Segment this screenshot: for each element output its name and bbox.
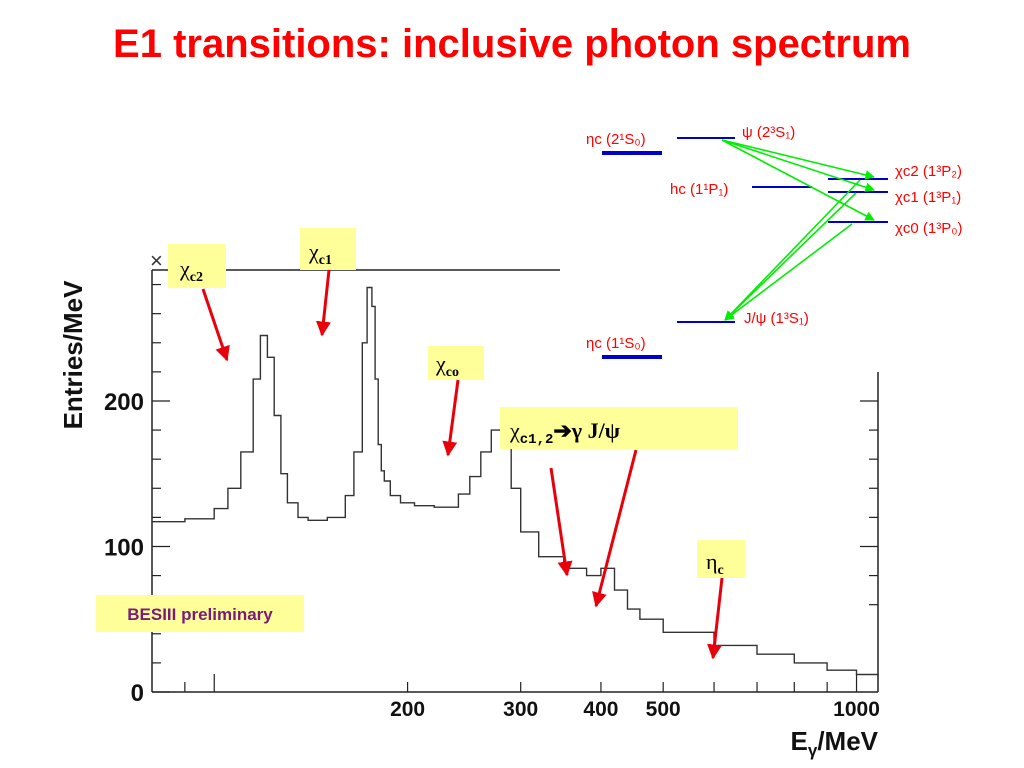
y-tick-label: 100 (104, 534, 144, 561)
y-tick-label: 200 (104, 389, 144, 416)
axis-ticks: 0 100 200 200 300 400 500 1000 (104, 283, 880, 721)
arrow-chic1 (315, 269, 331, 337)
peak-callouts: χc2 χc1 χco χc1,2➔γ J/ψ ηc (168, 228, 745, 660)
charmonium-level-diagram: ηc (2¹S₀) ψ (2³S₁) hc (1¹P₁) χc2 (1³P₂) … (586, 124, 962, 359)
preliminary-label: BESIII preliminary (127, 605, 273, 624)
preliminary-box (96, 595, 304, 632)
photon-spectrum-histogram (152, 286, 879, 678)
label-chic2: χc2 (1³P₂) (895, 163, 962, 180)
callout-etac: ηc (706, 549, 724, 578)
label-hc: hc (1¹P₁) (670, 181, 728, 198)
label-psi-2s: ψ (2³S₁) (742, 124, 795, 141)
slide-title: E1 transitions: inclusive photon spectru… (113, 22, 911, 66)
callout-box-chic1 (300, 228, 356, 270)
x-tick-label: 1000 (833, 698, 880, 721)
callout-chic1: χc1 (308, 239, 332, 268)
callout-box-etac (697, 540, 745, 578)
transition-arrows (721, 139, 875, 321)
x-tick-label: 400 (583, 698, 618, 721)
label-jpsi: J/ψ (1³S₁) (744, 310, 809, 327)
callout-box-chic2 (168, 244, 226, 288)
label-etac-2s: ηc (2¹S₀) (586, 131, 646, 148)
y-tick-label: 0 (131, 680, 144, 707)
callout-chic12-transition: χc1,2➔γ J/ψ (509, 418, 620, 448)
y-axis-label: Entries/MeV (58, 280, 88, 429)
arrow-chic0 (442, 379, 460, 457)
label-chic1: χc1 (1³P₁) (895, 189, 961, 206)
arrow-chic12-a (549, 467, 573, 577)
callout-box-chic0 (428, 346, 484, 380)
arrow-chic12-b (592, 449, 638, 608)
arrow-chic2 (201, 288, 230, 362)
callout-box-chic12 (500, 407, 738, 449)
x-tick-label: 500 (646, 698, 681, 721)
callout-chic0: χco (435, 351, 459, 380)
callout-chic2: χc2 (179, 256, 203, 285)
arrow-etac (707, 577, 724, 660)
label-etac-1s: ηc (1¹S₀) (586, 335, 646, 352)
x-tick-label: 300 (503, 698, 538, 721)
label-chic0: χc0 (1³P₀) (895, 220, 962, 237)
x-axis-label: Eγ/MeV (791, 726, 879, 760)
x-tick-label: 200 (390, 698, 425, 721)
